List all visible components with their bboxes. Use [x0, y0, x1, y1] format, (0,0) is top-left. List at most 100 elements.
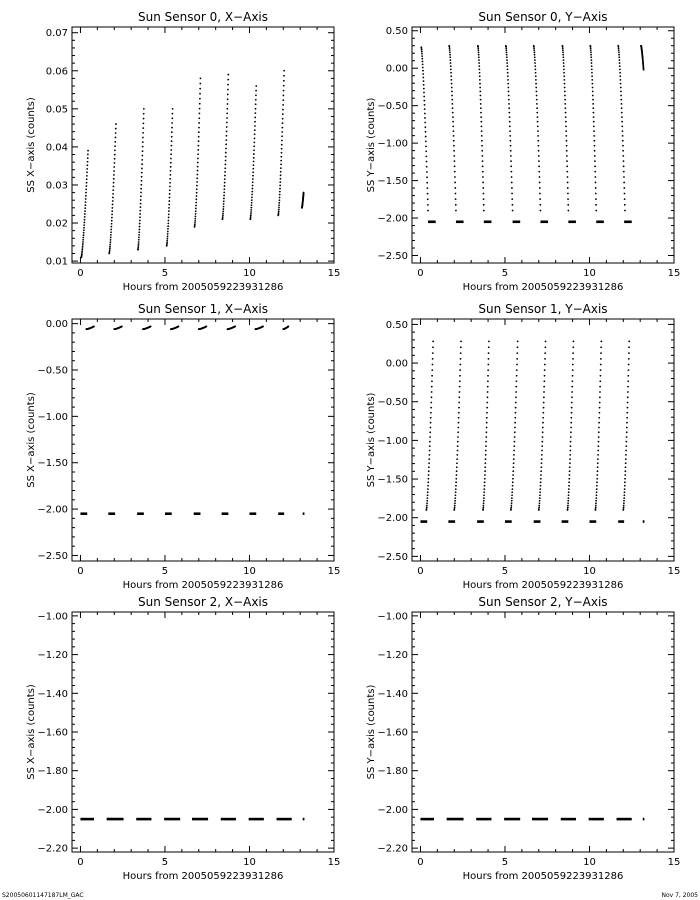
data-point	[624, 470, 627, 473]
data-point	[593, 149, 596, 152]
data-point	[595, 198, 597, 201]
data-point	[224, 171, 227, 173]
data-point	[537, 139, 540, 142]
data-point	[479, 90, 482, 93]
data-point	[453, 144, 455, 147]
data-point	[250, 211, 252, 213]
data-point	[542, 401, 545, 404]
data-point	[85, 188, 88, 191]
data-point	[597, 458, 599, 461]
data-point	[617, 45, 620, 48]
data-point	[533, 53, 536, 56]
data-point	[596, 474, 599, 476]
data-point	[109, 234, 112, 236]
data-point	[538, 504, 541, 507]
data-point	[137, 238, 140, 241]
data-point	[626, 411, 629, 414]
data-point	[541, 431, 544, 434]
data-point	[568, 477, 571, 480]
data-point	[624, 466, 627, 469]
data-point	[571, 363, 574, 366]
data-point	[86, 164, 89, 167]
data-point	[516, 352, 519, 355]
data-point	[571, 369, 574, 372]
data-point	[449, 53, 451, 56]
x-tick-label: 0	[417, 857, 423, 868]
data-point	[82, 234, 85, 237]
data-point	[252, 164, 255, 167]
data-point	[194, 213, 197, 215]
data-point	[141, 158, 144, 161]
data-point	[539, 488, 542, 490]
data-point	[82, 231, 85, 234]
data-point	[619, 82, 622, 85]
data-point	[541, 426, 544, 429]
data-point	[254, 116, 257, 119]
data-point	[168, 196, 171, 199]
data-point	[536, 102, 538, 105]
data-point	[108, 247, 111, 250]
data-point	[167, 216, 170, 219]
data-point	[599, 385, 602, 388]
data-point	[486, 391, 489, 393]
data-point	[625, 449, 628, 452]
data-point	[456, 462, 458, 465]
data-point	[196, 173, 199, 176]
data-point	[281, 135, 283, 138]
data-point	[627, 380, 630, 383]
data-point	[569, 453, 572, 456]
chart-panel-5: Sun Sensor 2, Y−Axis 0 5 10 15 −2.20 −2.00 −1.8…	[366, 595, 680, 882]
data-point	[567, 499, 570, 502]
data-point	[590, 59, 593, 61]
data-point	[250, 206, 253, 209]
data-point	[480, 135, 483, 137]
data-point	[480, 125, 483, 128]
data-point	[478, 68, 481, 71]
data-point	[620, 111, 623, 114]
data-point	[487, 352, 490, 355]
data-point	[593, 155, 596, 157]
data-point	[568, 470, 571, 473]
data-point	[432, 346, 434, 349]
data-point	[138, 231, 141, 234]
data-point	[430, 411, 432, 414]
data-point	[253, 133, 256, 136]
data-point	[541, 440, 544, 443]
data-point	[85, 174, 88, 177]
data-point	[431, 369, 434, 372]
data-point	[253, 141, 256, 144]
y-tick-label: 0.02	[46, 219, 68, 230]
data-point	[510, 187, 513, 189]
data-point	[142, 112, 145, 115]
data-point	[564, 111, 567, 114]
data-point	[221, 214, 224, 217]
data-point	[566, 506, 569, 509]
data-point	[484, 474, 486, 476]
data-point	[422, 76, 425, 79]
data-point	[618, 56, 621, 59]
data-point	[568, 481, 571, 484]
data-point	[623, 176, 625, 178]
data-point	[480, 111, 482, 114]
data-point	[510, 508, 512, 510]
data-point	[255, 85, 258, 87]
data-point	[572, 352, 575, 355]
data-point	[454, 176, 456, 178]
data-point	[510, 499, 513, 502]
data-point	[621, 120, 624, 123]
data-point	[424, 121, 427, 124]
data-point	[478, 62, 481, 64]
data-point	[590, 62, 593, 64]
data-point	[479, 94, 482, 97]
data-point	[83, 224, 86, 227]
data-point	[425, 506, 428, 509]
data-point	[593, 139, 596, 142]
data-point	[482, 192, 485, 195]
data-point	[169, 185, 171, 188]
data-point	[589, 45, 592, 48]
data-point	[427, 477, 430, 480]
data-point	[141, 145, 144, 148]
data-point	[595, 203, 597, 206]
data-point	[254, 103, 257, 106]
data-point	[542, 416, 545, 419]
